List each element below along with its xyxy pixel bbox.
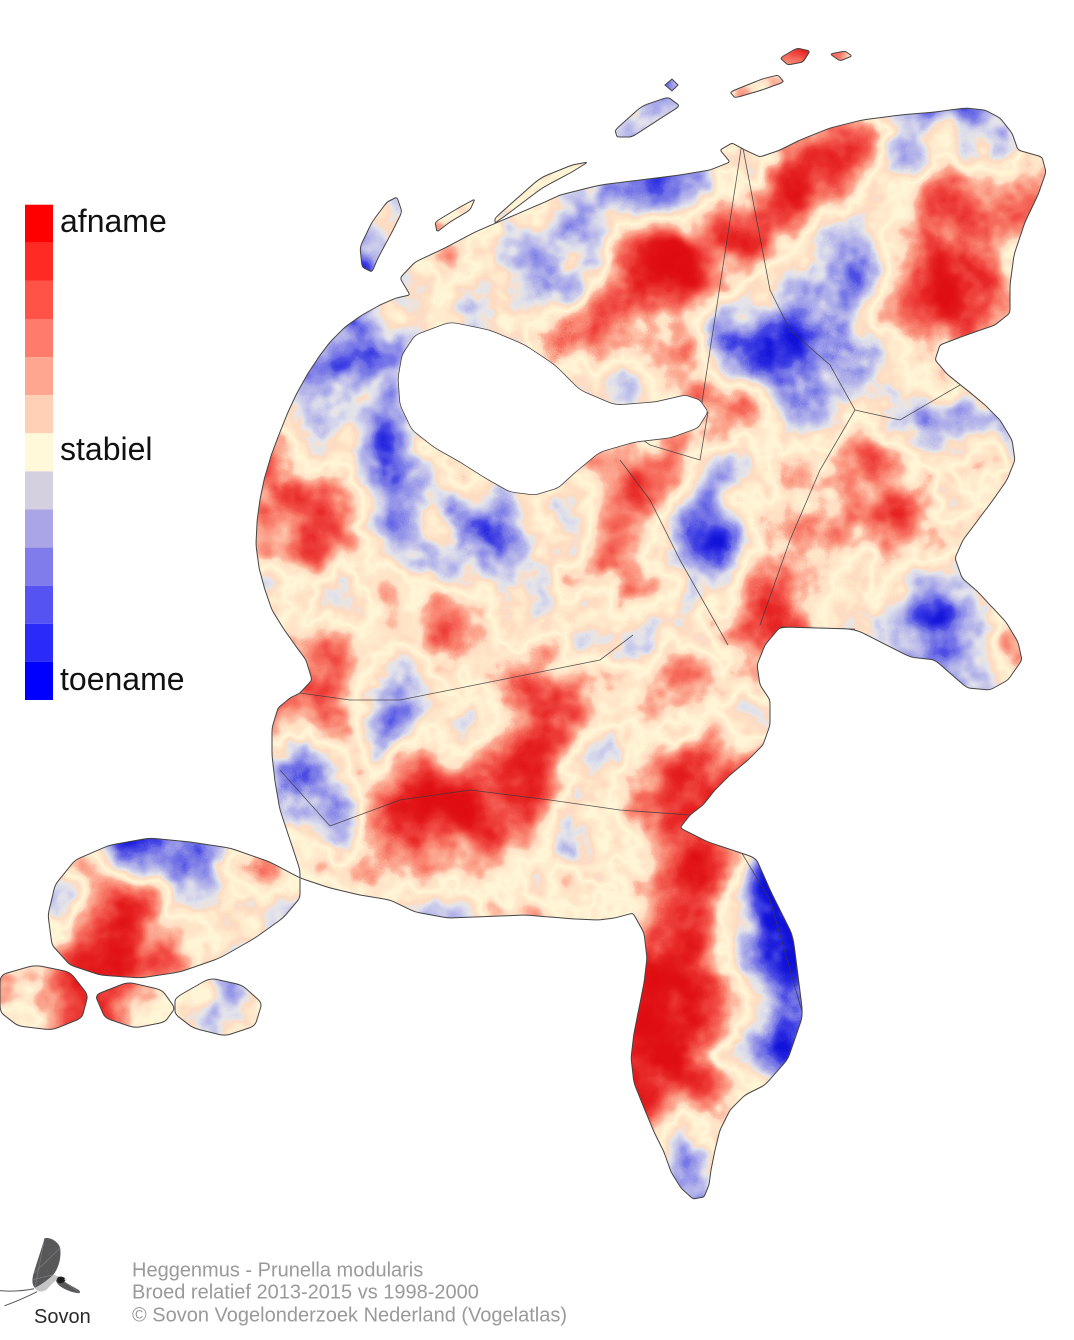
svg-text:Sovon: Sovon [34, 1306, 91, 1328]
svg-text:toename: toename [60, 661, 185, 697]
svg-text:afname: afname [60, 203, 167, 239]
svg-text:Heggenmus - Prunella modularis: Heggenmus - Prunella modularis [132, 1260, 423, 1282]
svg-text:stabiel: stabiel [60, 431, 153, 467]
svg-text:Broed relatief 2013-2015 vs 19: Broed relatief 2013-2015 vs 1998-2000 [132, 1282, 479, 1304]
svg-text:© Sovon Vogelonderzoek Nederla: © Sovon Vogelonderzoek Nederland (Vogela… [132, 1305, 567, 1327]
